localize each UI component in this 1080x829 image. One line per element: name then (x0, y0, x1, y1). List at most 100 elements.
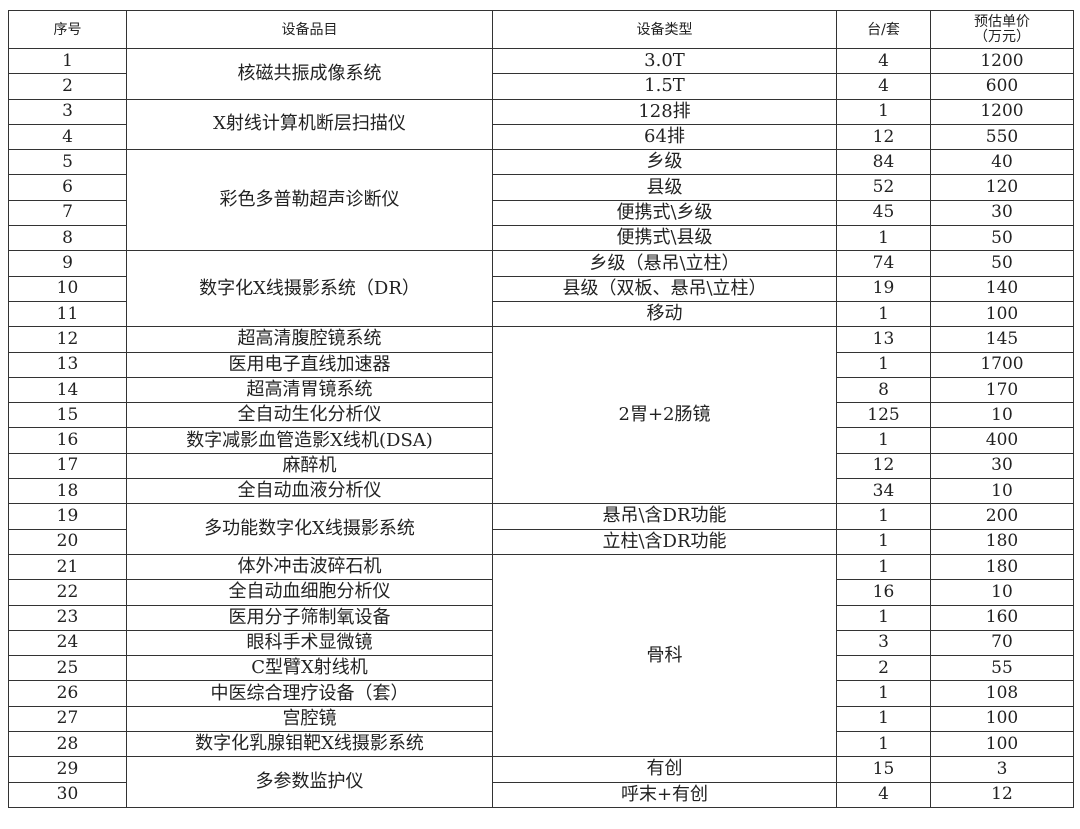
equipment-name: 多参数监护仪 (126, 756, 493, 808)
quantity: 8 (836, 376, 931, 404)
quantity: 1 (836, 604, 931, 631)
equipment-name: 彩色多普勒超声诊断仪 (126, 149, 493, 252)
row-number: 15 (8, 402, 127, 429)
table-row: 6 县级 52 120 (8, 174, 1074, 201)
row-number: 19 (8, 503, 127, 530)
header-name: 设备品目 (126, 10, 493, 49)
unit-price: 1700 (930, 351, 1074, 378)
quantity: 1 (836, 300, 931, 328)
table-row: 1 核磁共振成像系统 3.0T 4 1200 (8, 47, 1074, 100)
row-number: 6 (8, 174, 127, 201)
unit-price: 1200 (930, 47, 1074, 75)
row-number: 8 (8, 225, 127, 252)
unit-price: 50 (930, 225, 1074, 252)
equipment-name: 超高清腹腔镜系统 (126, 326, 493, 353)
equipment-name: 麻醉机 (126, 452, 493, 480)
header-price-line2: （万元） (974, 28, 1030, 45)
equipment-name: 数字化X线摄影系统（DR） (126, 250, 493, 328)
quantity: 52 (836, 174, 931, 201)
quantity: 1 (836, 528, 931, 555)
unit-price: 180 (930, 528, 1074, 555)
unit-price: 170 (930, 376, 1074, 404)
equipment-type: 乡级 (492, 149, 837, 176)
equipment-type: 2胃+2肠镜 (492, 326, 837, 505)
unit-price: 40 (930, 149, 1074, 176)
equipment-type: 呼末+有创 (492, 781, 837, 808)
row-number: 21 (8, 553, 127, 581)
quantity: 15 (836, 756, 931, 783)
equipment-name: 超高清胃镜系统 (126, 376, 493, 404)
row-number: 12 (8, 326, 127, 353)
table-row: 26 中医综合理疗设备（套） 1 108 (8, 680, 1074, 707)
unit-price: 1200 (930, 98, 1074, 125)
row-number: 27 (8, 705, 127, 733)
row-number: 17 (8, 452, 127, 480)
unit-price: 70 (930, 629, 1074, 657)
table-row: 22 全自动血细胞分析仪 16 10 (8, 579, 1074, 606)
unit-price: 600 (930, 73, 1074, 100)
table-row: 11 移动 1 100 (8, 300, 1074, 328)
quantity: 125 (836, 402, 931, 429)
unit-price: 10 (930, 402, 1074, 429)
row-number: 10 (8, 275, 127, 302)
quantity: 45 (836, 199, 931, 227)
equipment-name: X射线计算机断层扫描仪 (126, 98, 493, 151)
row-number: 24 (8, 629, 127, 657)
equipment-type: 64排 (492, 123, 837, 151)
quantity: 84 (836, 149, 931, 176)
table-body: 1 核磁共振成像系统 3.0T 4 1200 2 1.5T 4 600 3 X射线计算机断层扫描仪 1… (8, 47, 1074, 808)
equipment-type: 有创 (492, 756, 837, 783)
table-row: 3 X射线计算机断层扫描仪 128排 1 1200 (8, 98, 1074, 151)
table-row: 28 数字化乳腺钼靶X线摄影系统 1 100 (8, 731, 1074, 758)
header-no: 序号 (8, 10, 127, 49)
quantity: 1 (836, 503, 931, 530)
quantity: 34 (836, 478, 931, 505)
quantity: 1 (836, 553, 931, 581)
quantity: 1 (836, 427, 931, 454)
row-number: 11 (8, 300, 127, 328)
quantity: 4 (836, 781, 931, 808)
equipment-type: 3.0T (492, 47, 837, 75)
header-price: 预估单价 （万元） (930, 10, 1074, 49)
row-number: 18 (8, 478, 127, 505)
row-number: 29 (8, 756, 127, 783)
equipment-name: 医用分子筛制氧设备 (126, 604, 493, 631)
quantity: 12 (836, 123, 931, 151)
row-number: 26 (8, 680, 127, 707)
unit-price: 30 (930, 452, 1074, 480)
quantity: 1 (836, 705, 931, 733)
row-number: 14 (8, 376, 127, 404)
equipment-name: 多功能数字化X线摄影系统 (126, 503, 493, 555)
equipment-type: 县级（双板、悬吊\立柱） (492, 275, 837, 302)
equipment-name: 全自动生化分析仪 (126, 402, 493, 429)
equipment-table: 序号 设备品目 设备类型 台/套 预估单价 （万元） 1 核磁共振成像系统 3.0T… (8, 10, 1074, 808)
row-number: 22 (8, 579, 127, 606)
unit-price: 30 (930, 199, 1074, 227)
unit-price: 10 (930, 579, 1074, 606)
row-number: 3 (8, 98, 127, 125)
equipment-type: 便携式\乡级 (492, 199, 837, 227)
row-number: 25 (8, 655, 127, 682)
quantity: 4 (836, 73, 931, 100)
equipment-type: 县级 (492, 174, 837, 201)
quantity: 1 (836, 731, 931, 758)
unit-price: 400 (930, 427, 1074, 454)
table-row: 24 眼科手术显微镜 3 70 (8, 629, 1074, 657)
table-row: 30 呼末+有创 4 12 (8, 781, 1074, 808)
table-row: 27 宫腔镜 1 100 (8, 705, 1074, 733)
unit-price: 108 (930, 680, 1074, 707)
table-row: 19 多功能数字化X线摄影系统 悬吊\含DR功能 1 200 (8, 503, 1074, 555)
table-row: 20 立柱\含DR功能 1 180 (8, 528, 1074, 555)
table-row: 4 64排 12 550 (8, 123, 1074, 151)
row-number: 1 (8, 47, 127, 75)
equipment-name: 数字减影血管造影X线机(DSA) (126, 427, 493, 454)
row-number: 16 (8, 427, 127, 454)
quantity: 19 (836, 275, 931, 302)
equipment-name: 全自动血液分析仪 (126, 478, 493, 505)
quantity: 1 (836, 680, 931, 707)
unit-price: 200 (930, 503, 1074, 530)
unit-price: 180 (930, 553, 1074, 581)
unit-price: 100 (930, 731, 1074, 758)
table-row: 7 便携式\乡级 45 30 (8, 199, 1074, 227)
quantity: 1 (836, 225, 931, 252)
